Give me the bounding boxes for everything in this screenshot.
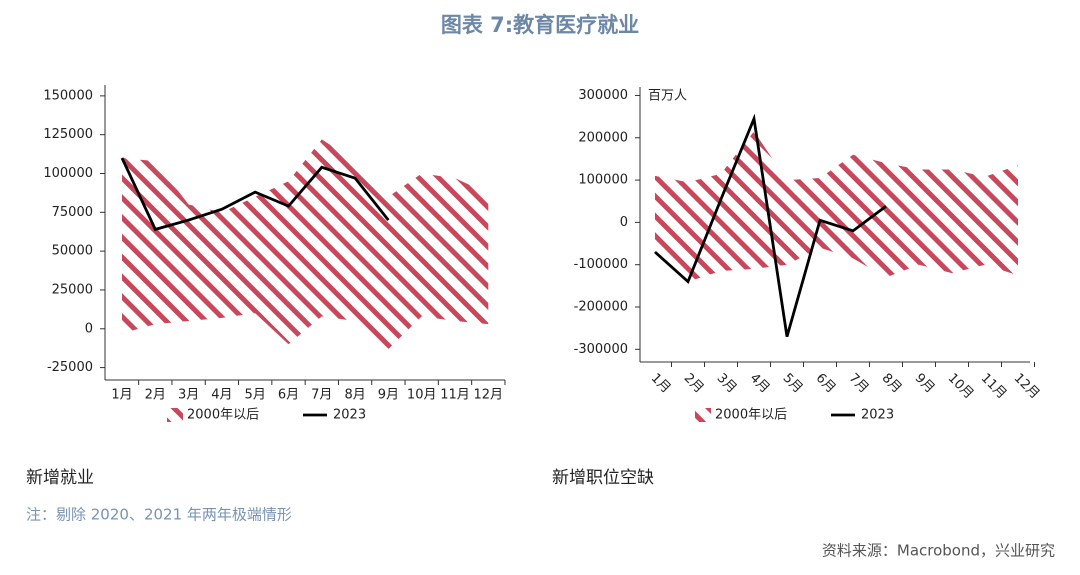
range-band [655,131,1018,282]
x-tick-label: 9月 [912,371,938,397]
figure-title: 图表 7:教育医疗就业 [441,13,639,37]
x-tick-label: 8月 [879,371,905,397]
x-tick-label: 12月 [1011,371,1042,402]
legend-label: 2000年以后 [715,408,787,423]
legend-label: 2023 [333,408,366,423]
legend-swatch [167,408,183,422]
x-tick-label: 10月 [407,388,437,403]
x-tick-label: 7月 [311,388,332,403]
x-tick-label: 10月 [945,371,976,402]
caption: 新增职位空缺 [552,468,654,488]
x-tick-label: 7月 [846,371,872,397]
x-tick-label: 1月 [111,388,132,403]
y-tick-label: 125000 [43,127,93,142]
y-tick-label: 25000 [52,282,93,297]
y-tick-label: -300000 [574,342,628,357]
source: 资料来源：Macrobond，兴业研究 [822,542,1055,560]
x-tick-label: 3月 [714,371,740,397]
y-tick-label: 100000 [43,166,93,181]
unit-label: 百万人 [648,89,687,104]
x-tick-label: 4月 [747,371,773,397]
x-tick-label: 4月 [211,388,232,403]
x-tick-label: 11月 [440,388,470,403]
legend-label: 2023 [861,408,894,423]
y-tick-label: 150000 [43,88,93,103]
x-tick-label: 1月 [648,371,674,397]
range-band [122,139,489,349]
legend-swatch [695,408,711,422]
y-tick-label: 300000 [578,88,628,103]
y-tick-label: 0 [85,321,93,336]
x-tick-label: 3月 [178,388,199,403]
x-tick-label: 6月 [813,371,839,397]
y-tick-label: -100000 [574,257,628,272]
y-tick-label: 75000 [52,205,93,220]
y-tick-label: -25000 [47,360,93,375]
x-tick-label: 12月 [474,388,504,403]
y-tick-label: 50000 [52,244,93,259]
line-series [654,113,887,337]
x-tick-label: 2月 [681,371,707,397]
x-tick-label: 8月 [344,388,365,403]
legend-label: 2000年以后 [187,408,259,423]
y-tick-label: 0 [620,215,628,230]
x-tick-label: 5月 [245,388,266,403]
x-tick-label: 5月 [780,371,806,397]
caption: 新增就业 [26,468,94,488]
note: 注：剔除 2020、2021 年两年极端情形 [26,506,292,524]
x-tick-label: 6月 [278,388,299,403]
line-series [120,157,390,232]
y-tick-label: 100000 [578,173,628,188]
x-tick-label: 9月 [378,388,399,403]
x-tick-label: 11月 [978,371,1009,402]
y-tick-label: -200000 [574,300,628,315]
y-tick-label: 200000 [578,130,628,145]
x-tick-label: 2月 [145,388,166,403]
